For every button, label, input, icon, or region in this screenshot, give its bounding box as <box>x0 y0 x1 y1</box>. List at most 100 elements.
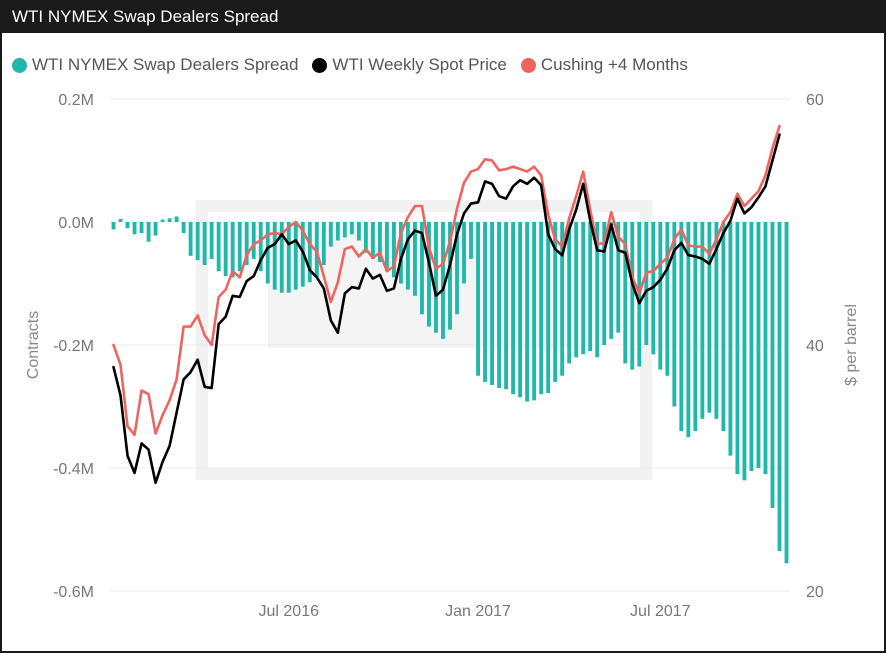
spread-bar <box>202 222 207 266</box>
spread-bar <box>511 222 516 395</box>
spread-bar <box>609 222 614 339</box>
spread-bar <box>377 222 382 262</box>
spread-bar <box>567 222 572 364</box>
legend-label-spread: WTI NYMEX Swap Dealers Spread <box>32 55 299 74</box>
spread-bar <box>356 222 361 241</box>
spread-bar <box>279 222 284 293</box>
spread-bar <box>490 222 494 385</box>
spread-bar <box>749 222 754 472</box>
spread-bar <box>307 222 312 283</box>
spread-bar <box>707 222 712 413</box>
spread-bar <box>448 222 452 330</box>
spread-bar <box>132 222 137 235</box>
spread-bar <box>209 222 214 259</box>
spread-bar <box>630 222 635 370</box>
spread-bar <box>735 222 740 475</box>
legend-swatch-cushing <box>520 57 536 73</box>
x-tick-label: Jan 2017 <box>445 603 511 620</box>
spread-bar <box>384 222 389 272</box>
spread-bar <box>588 222 593 352</box>
visual-title: WTI NYMEX Swap Dealers Spread <box>12 7 279 26</box>
spread-bar <box>546 222 551 393</box>
spread-bar <box>763 222 768 475</box>
x-tick-label: Jul 2016 <box>259 603 320 620</box>
spread-bar <box>581 222 586 355</box>
spread-bar <box>188 222 193 256</box>
spread-bar <box>721 222 726 432</box>
spread-bar <box>349 222 354 235</box>
legend-item-spot-price[interactable]: WTI Weekly Spot Price <box>312 55 507 75</box>
spot-price-line <box>112 133 781 485</box>
y2-tick-label: 60 <box>806 92 824 109</box>
spread-bar <box>153 222 158 236</box>
spread-bar <box>742 222 747 481</box>
spread-bar <box>700 222 705 419</box>
spread-bar <box>244 222 249 266</box>
spread-bar <box>595 222 600 358</box>
y2-axis-title: $ per barrel <box>843 304 860 386</box>
spread-bar <box>574 222 579 358</box>
x-axis: Jul 2016 Jan 2017 Jul 2017 <box>259 603 691 620</box>
spread-bar <box>181 222 186 234</box>
spread-bar <box>160 219 165 222</box>
spread-bar <box>476 222 480 376</box>
spread-bar <box>665 222 670 376</box>
spread-bar <box>784 222 789 564</box>
spread-bar <box>118 218 123 223</box>
legend-item-spread[interactable]: WTI NYMEX Swap Dealers Spread <box>12 55 298 75</box>
legend: WTI NYMEX Swap Dealers Spread WTI Weekly… <box>12 52 702 78</box>
visual-title-bar: WTI NYMEX Swap Dealers Spread <box>2 2 884 33</box>
spread-bar <box>406 222 410 290</box>
spread-bar <box>532 222 537 401</box>
spread-bar <box>469 222 473 259</box>
spread-bar <box>139 222 144 234</box>
spread-bar <box>777 222 782 552</box>
spread-bar <box>216 222 221 272</box>
legend-label-spot-price: WTI Weekly Spot Price <box>332 55 507 74</box>
spread-bar <box>111 222 116 230</box>
y-tick-label: -0.2M <box>53 338 94 355</box>
spread-bar <box>658 222 663 370</box>
spread-bar <box>391 222 396 278</box>
spread-bar <box>756 222 761 468</box>
price-lines <box>112 124 781 485</box>
spread-bar <box>560 222 565 376</box>
spread-bar <box>644 222 649 345</box>
spread-bar <box>293 222 298 290</box>
spread-bar <box>483 222 487 382</box>
spread-bar <box>462 222 466 284</box>
spread-bar <box>518 222 523 398</box>
spread-bar <box>125 222 130 229</box>
spread-bar <box>230 222 235 278</box>
legend-item-cushing[interactable]: Cushing +4 Months <box>520 55 688 75</box>
spread-bar <box>328 222 333 247</box>
y-axis-left: 0.2M 0.0M -0.2M -0.4M -0.6M <box>53 92 94 601</box>
spread-bar <box>195 222 200 261</box>
spread-bar <box>539 222 544 395</box>
spread-bar <box>770 222 775 508</box>
spread-bar <box>237 222 242 272</box>
spread-bar <box>679 222 684 432</box>
spread-bar <box>321 222 326 266</box>
spread-bar <box>427 222 431 327</box>
y-tick-label: -0.6M <box>53 584 94 601</box>
spread-bar <box>413 222 417 296</box>
spread-bar <box>223 222 228 277</box>
spread-bar <box>434 222 438 333</box>
spread-bar <box>672 222 677 407</box>
legend-swatch-spot-price <box>312 57 328 73</box>
spread-bar <box>623 222 628 364</box>
spread-bar <box>602 222 607 345</box>
spread-bar <box>525 222 530 402</box>
spread-bar <box>441 222 445 339</box>
spread-bar <box>497 222 501 389</box>
spread-bar <box>251 222 256 259</box>
y2-tick-label: 40 <box>806 338 824 355</box>
legend-swatch-spread <box>12 57 27 73</box>
spread-bar <box>363 222 368 253</box>
spread-bar <box>728 222 733 456</box>
spread-bar <box>265 222 270 284</box>
spread-bar <box>399 222 403 284</box>
spread-bar <box>370 222 375 259</box>
